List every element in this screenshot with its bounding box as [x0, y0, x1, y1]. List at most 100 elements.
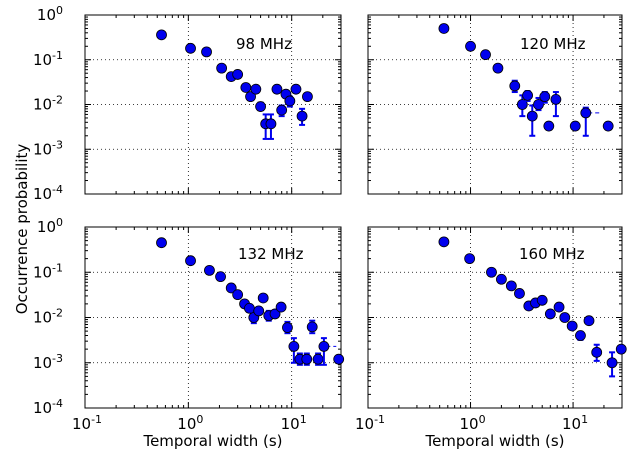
data-point: [580, 106, 602, 137]
data-point: [312, 352, 324, 366]
marker: [185, 42, 196, 54]
data-point: [566, 320, 578, 332]
y-tick-label: 10-1: [33, 49, 63, 69]
data-point: [553, 301, 565, 313]
axis-ticks: [367, 14, 623, 195]
data-point: [438, 23, 450, 34]
marker: [275, 301, 287, 313]
data-point: [250, 83, 262, 95]
y-tick-label: 10-2: [33, 94, 63, 114]
panel-label: 132 MHz: [238, 245, 304, 263]
panel-120mhz: 120 MHz: [367, 14, 623, 195]
data-point: [257, 292, 269, 304]
data-point: [509, 79, 521, 94]
data-point: [275, 301, 287, 313]
marker: [536, 294, 548, 306]
data-point: [245, 91, 256, 103]
data-point: [480, 49, 491, 61]
gridlines: [85, 15, 341, 194]
marker: [288, 340, 300, 352]
x-tick-label: 10-1: [355, 413, 385, 433]
data-point: [269, 308, 281, 320]
marker: [438, 23, 450, 34]
data-point: [301, 352, 313, 366]
data-point: [496, 273, 507, 285]
data-point: [185, 255, 196, 267]
data-point: [318, 337, 337, 366]
y-tick-label: 10-3: [33, 138, 63, 158]
x-tick-label: 101: [281, 413, 307, 433]
marker: [575, 330, 586, 341]
data-point: [201, 46, 212, 58]
marker: [271, 83, 283, 95]
data-point: [276, 104, 288, 118]
marker: [240, 82, 252, 93]
marker: [550, 94, 562, 105]
panel-label: 98 MHz: [236, 35, 292, 53]
marker: [615, 343, 627, 355]
data-point: [465, 40, 476, 52]
panel-132mhz: 100 10-1 10-2 10-3 10-4 10-1 100 101 132 MHz: [33, 216, 345, 433]
data-point: [290, 83, 302, 95]
data-point: [543, 120, 555, 132]
marker: [284, 95, 296, 107]
x-tick-label: 100: [177, 413, 203, 433]
data-point: [271, 83, 283, 95]
data-point: [569, 120, 581, 132]
data-point: [492, 62, 504, 74]
marker: [185, 255, 196, 267]
marker: [302, 91, 313, 103]
marker: [559, 312, 571, 323]
marker: [522, 89, 533, 101]
marker: [606, 357, 618, 369]
data-point: [284, 95, 296, 108]
data-point: [225, 282, 237, 294]
marker: [533, 99, 544, 110]
y-tick-labels: 100 10-1 10-2 10-3 10-4: [33, 4, 63, 203]
y-tick-label: 10-3: [33, 352, 63, 372]
x-tick-label: 100: [459, 413, 485, 433]
panel-98mhz: 100 10-1 10-2 10-3 10-4 98 MHz: [33, 4, 342, 203]
marker: [312, 353, 324, 365]
marker: [539, 91, 551, 103]
marker: [306, 321, 318, 333]
data-point: [253, 305, 265, 317]
data-point: [536, 294, 548, 306]
data-point: [522, 89, 533, 102]
marker: [216, 62, 228, 74]
data-point: [232, 289, 244, 301]
marker: [583, 315, 595, 327]
data-point: [505, 280, 517, 292]
data-point: [550, 91, 562, 118]
data-point: [306, 319, 318, 335]
data-points: [156, 29, 313, 140]
data-point: [615, 343, 627, 355]
data-point: [602, 120, 614, 132]
data-point: [583, 315, 595, 327]
marker: [156, 237, 167, 249]
marker: [486, 266, 497, 278]
data-point: [539, 91, 551, 104]
marker: [269, 308, 281, 320]
y-tick-label: 10-1: [33, 261, 63, 281]
panel-160mhz: 10-1 100 101 160 MHz: [355, 226, 627, 433]
marker: [253, 305, 265, 317]
marker: [505, 280, 517, 292]
data-point: [240, 82, 252, 93]
marker: [225, 282, 237, 294]
data-point: [606, 351, 618, 378]
x-axis-title: Temporal width (s): [424, 432, 564, 450]
marker: [509, 80, 521, 92]
marker: [301, 353, 313, 365]
x-tick-label: 10-1: [72, 413, 102, 433]
y-tick-label: 100: [37, 216, 63, 236]
marker: [296, 110, 308, 122]
data-point: [486, 266, 497, 278]
data-point: [204, 264, 215, 276]
marker: [438, 236, 450, 248]
marker: [553, 301, 565, 313]
marker: [290, 83, 302, 95]
marker: [496, 273, 507, 285]
marker: [492, 62, 504, 74]
